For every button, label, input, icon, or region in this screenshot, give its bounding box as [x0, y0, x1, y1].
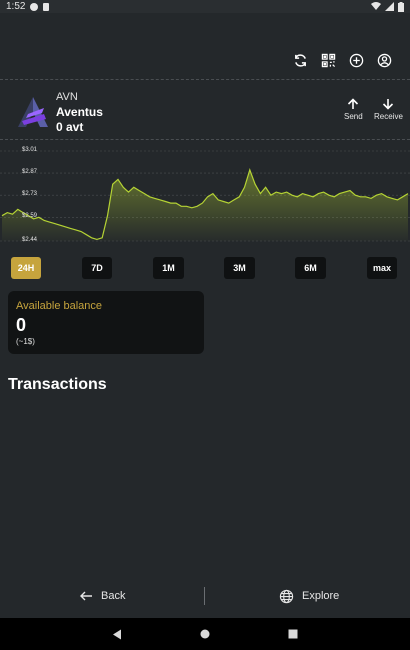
- explore-label: Explore: [302, 590, 340, 602]
- document-icon: [43, 2, 50, 11]
- token-balance: 0 avt: [56, 120, 84, 134]
- receive-label: Receive: [374, 112, 403, 121]
- balance-label: Available balance: [16, 300, 103, 312]
- wifi-icon: [371, 2, 381, 10]
- back-button[interactable]: Back: [80, 581, 125, 611]
- arrow-down-icon: [383, 99, 394, 110]
- token-symbol: AVN: [56, 91, 78, 103]
- add-icon[interactable]: [348, 52, 364, 68]
- nav-home-icon[interactable]: [198, 618, 212, 650]
- token-name: Aventus: [56, 105, 103, 119]
- y-tick-label: $2.87: [22, 169, 38, 176]
- range-button-1m[interactable]: 1M: [153, 257, 184, 279]
- nav-back-icon[interactable]: [110, 618, 124, 650]
- aventus-logo-icon: [18, 97, 48, 127]
- chart-area: [2, 169, 408, 241]
- system-nav-bar: [0, 618, 410, 650]
- notification-icon: [30, 2, 39, 11]
- back-label: Back: [101, 590, 126, 602]
- nav-recents-icon[interactable]: [286, 618, 300, 650]
- receive-button[interactable]: Receive: [374, 98, 403, 121]
- balance-value: 0: [16, 315, 27, 335]
- y-tick-label: $2.59: [22, 213, 38, 220]
- chart-line: [1, 168, 409, 241]
- y-tick-label: $3.01: [22, 147, 38, 153]
- y-tick-label: $2.73: [22, 191, 38, 198]
- send-label: Send: [344, 112, 363, 121]
- status-bar: 1:52: [0, 0, 410, 13]
- balance-card: Available balance 0 (~1$): [8, 291, 204, 354]
- account-icon[interactable]: [376, 52, 392, 68]
- status-time: 1:52: [6, 1, 26, 12]
- range-button-24h[interactable]: 24H: [11, 257, 41, 279]
- price-chart: [0, 150, 410, 242]
- header-divider: [0, 79, 410, 80]
- y-tick-label: $2.44: [22, 237, 38, 243]
- range-button-7d[interactable]: 7D: [82, 257, 112, 279]
- globe-icon: [279, 589, 294, 603]
- balance-fiat: (~1$): [16, 337, 35, 346]
- bottom-nav-divider: [204, 587, 205, 605]
- battery-icon: [398, 1, 404, 12]
- refresh-icon[interactable]: [292, 52, 308, 68]
- explore-button[interactable]: Explore: [279, 581, 339, 611]
- range-button-max[interactable]: max: [367, 257, 397, 279]
- range-button-3m[interactable]: 3M: [224, 257, 255, 279]
- arrow-up-icon: [348, 98, 359, 109]
- range-button-6m[interactable]: 6M: [295, 257, 326, 279]
- signal-icon: [385, 2, 394, 11]
- send-button[interactable]: Send: [344, 98, 363, 121]
- qr-code-icon[interactable]: [320, 52, 336, 68]
- transactions-title: Transactions: [8, 376, 107, 393]
- arrow-left-icon: [80, 591, 92, 601]
- chart-divider: [0, 139, 410, 140]
